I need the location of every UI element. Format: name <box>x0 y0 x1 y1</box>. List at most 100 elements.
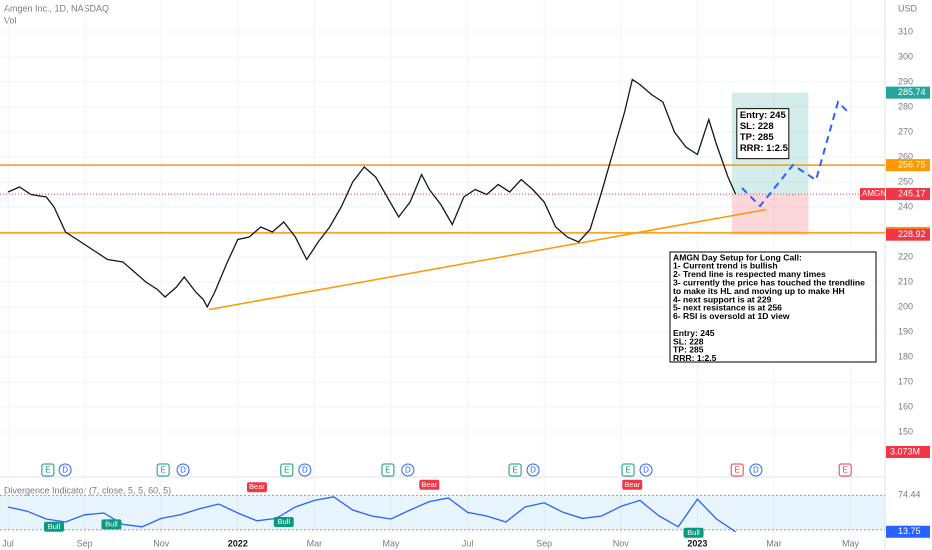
x-tick-label: Jul <box>462 538 474 548</box>
x-tick-label: Nov <box>153 538 170 548</box>
y-tick-label: 260 <box>898 151 913 161</box>
divergence-tag <box>43 521 64 532</box>
event-marker <box>280 463 294 477</box>
event-marker <box>401 463 415 477</box>
indicator-title: Divergence Indicator (7, close, 5, 5, 60… <box>4 485 171 495</box>
price-tag <box>886 86 930 99</box>
divergence-label: Bear <box>624 480 640 489</box>
event-label: D <box>530 466 536 475</box>
position-label-box <box>736 108 790 160</box>
x-tick-label: 2022 <box>228 538 248 548</box>
event-marker <box>526 463 540 477</box>
x-tick-label: Jul <box>2 538 14 548</box>
y-tick-label: 240 <box>898 201 913 211</box>
x-tick-label: Nov <box>613 538 630 548</box>
event-label: E <box>160 466 165 475</box>
event-marker <box>838 463 852 477</box>
note-text: Entry: 245 <box>673 328 715 338</box>
event-label: E <box>625 466 630 475</box>
rsi-line <box>7 496 736 533</box>
event-label: E <box>843 466 848 475</box>
event-marker <box>749 463 763 477</box>
note-box <box>669 251 877 363</box>
event-marker <box>639 463 653 477</box>
event-marker <box>508 463 522 477</box>
event-marker <box>381 463 395 477</box>
divergence-label: Bull <box>687 528 700 537</box>
y-tick-label: 200 <box>898 301 913 311</box>
event-label: D <box>405 466 411 475</box>
price-tag <box>886 188 930 201</box>
x-tick-label: Sep <box>77 538 93 548</box>
divergence-label: Bear <box>421 480 437 489</box>
price-tag-label: 285.74 <box>898 87 926 97</box>
y-tick-label: 170 <box>898 376 913 386</box>
position-text: TP: 285 <box>740 132 775 143</box>
event-label: E <box>512 466 517 475</box>
event-label: D <box>180 466 186 475</box>
position-text: SL: 228 <box>740 121 774 132</box>
divergence-label: Bull <box>278 517 291 526</box>
y-tick-label: 300 <box>898 51 913 61</box>
event-label: E <box>284 466 289 475</box>
position-text: RRR: 1:2.5 <box>740 143 789 154</box>
symbol-tag <box>860 188 885 201</box>
y-tick-label: 220 <box>898 251 913 261</box>
x-tick-label: May <box>382 538 400 548</box>
rsi-value-tag <box>886 525 930 538</box>
y-tick-label: 310 <box>898 26 913 36</box>
y-tick-label: 290 <box>898 76 913 86</box>
rsi-band <box>0 495 885 530</box>
event-label: E <box>45 466 50 475</box>
divergence-tag <box>683 527 704 538</box>
y-tick-label: 280 <box>898 101 913 111</box>
event-label: D <box>62 466 68 475</box>
x-tick-label: Mar <box>766 538 782 548</box>
symbol-label: AMGN <box>862 189 886 198</box>
divergence-tag <box>246 482 267 493</box>
volume-title: Vol <box>4 15 17 25</box>
volume-tag <box>886 446 930 458</box>
note-text: 2- Trend line is respected many times <box>673 269 826 279</box>
note-text: RRR: 1:2.5 <box>673 353 717 363</box>
note-text: 5- next resistance is at 256 <box>673 303 782 313</box>
x-tick-label: May <box>842 538 860 548</box>
rsi-tick-label: 74.44 <box>898 490 921 500</box>
event-label: D <box>302 466 308 475</box>
event-marker <box>298 463 312 477</box>
divergence-label: Bull <box>48 522 61 531</box>
y-tick-label: 210 <box>898 276 913 286</box>
divergence-tag <box>101 519 122 530</box>
chart-title: Amgen Inc., 1D, NASDAQ <box>4 3 109 13</box>
note-text: 4- next support is at 229 <box>673 294 772 304</box>
y-tick-label: 270 <box>898 126 913 136</box>
axis-unit: USD <box>898 3 918 13</box>
note-text: 3- currently the price has touched the t… <box>673 277 865 287</box>
y-tick-label: 190 <box>898 326 913 336</box>
divergence-label: Bull <box>105 519 118 528</box>
y-tick-label: 150 <box>898 426 913 436</box>
y-tick-label: 180 <box>898 351 913 361</box>
price-tag-label: 245.17 <box>898 188 926 198</box>
price-tag <box>886 159 930 172</box>
price-tag-label: 256.75 <box>898 160 926 170</box>
divergence-tag <box>622 479 643 490</box>
stop-zone <box>731 194 809 235</box>
event-marker <box>176 463 190 477</box>
note-text: to make its HL and moving up to make HH <box>673 286 845 296</box>
x-tick-label: Mar <box>307 538 323 548</box>
event-marker <box>41 463 55 477</box>
event-label: D <box>643 466 649 475</box>
rsi-value-label: 13.75 <box>898 526 921 536</box>
event-marker <box>156 463 170 477</box>
divergence-tag <box>273 517 294 527</box>
event-label: E <box>735 466 740 475</box>
event-marker <box>58 463 72 477</box>
note-text: 1- Current trend is bullish <box>673 261 778 271</box>
note-text: SL: 228 <box>673 336 704 346</box>
x-tick-label: 2023 <box>687 538 707 548</box>
event-marker <box>730 463 744 477</box>
price-tag-label: 228.92 <box>898 229 926 239</box>
volume-label: 3.073M <box>890 446 920 456</box>
